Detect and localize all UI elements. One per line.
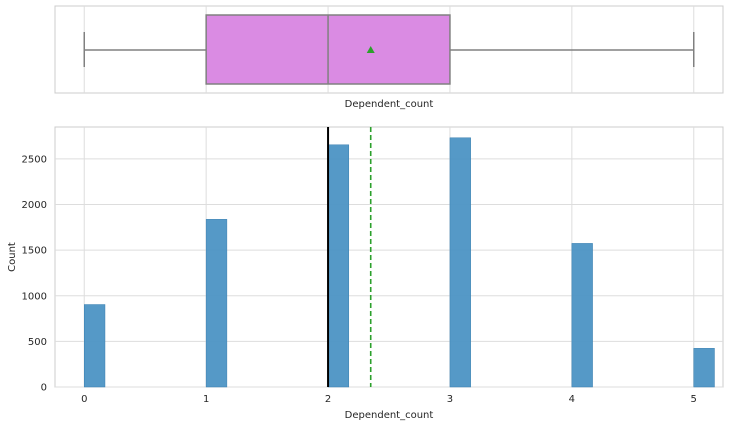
histogram-bar <box>327 144 350 388</box>
histogram-y-tick-label: 2500 <box>22 154 47 165</box>
histogram-bar <box>205 219 228 388</box>
histogram-bar <box>449 137 471 388</box>
histogram-y-ticks: 0 500 1000 1500 2000 2500 <box>22 154 47 393</box>
histogram-x-tick-label: 2 <box>325 394 331 405</box>
histogram-bar <box>84 304 106 388</box>
histogram-panel: 0 1 2 3 4 5 0 500 1000 1500 2000 2500 Dependent_co… <box>7 126 724 421</box>
boxplot-x-axis-label: Dependent_count <box>345 99 434 110</box>
histogram-y-tick-label: 2000 <box>22 200 47 211</box>
histogram-x-ticks: 0 1 2 3 4 5 <box>81 394 697 405</box>
boxplot-frame <box>54 5 724 94</box>
histogram-bar <box>571 243 593 388</box>
boxplot-panel: Dependent_count <box>54 5 724 110</box>
histogram-y-tick-label: 1000 <box>22 291 47 302</box>
histogram-x-axis-label: Dependent_count <box>345 410 434 421</box>
histogram-x-tick-label: 4 <box>569 394 575 405</box>
boxplot-mean-marker <box>366 46 375 53</box>
histogram-gridlines <box>55 127 723 388</box>
histogram-x-tick-label: 1 <box>203 394 209 405</box>
histogram-bars <box>84 137 715 388</box>
histogram-x-tick-label: 0 <box>81 394 87 405</box>
histogram-x-tick-label: 5 <box>691 394 697 405</box>
histogram-y-tick-label: 1500 <box>22 246 47 257</box>
histogram-y-tick-label: 500 <box>28 337 47 348</box>
histogram-frame <box>54 126 724 388</box>
histogram-y-axis-label: Count <box>7 242 18 272</box>
histogram-bar <box>693 348 715 388</box>
histogram-y-tick-label: 0 <box>41 383 47 394</box>
histogram-x-tick-label: 3 <box>447 394 453 405</box>
